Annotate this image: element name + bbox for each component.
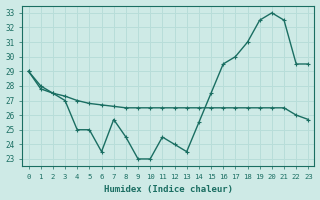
X-axis label: Humidex (Indice chaleur): Humidex (Indice chaleur)	[104, 185, 233, 194]
